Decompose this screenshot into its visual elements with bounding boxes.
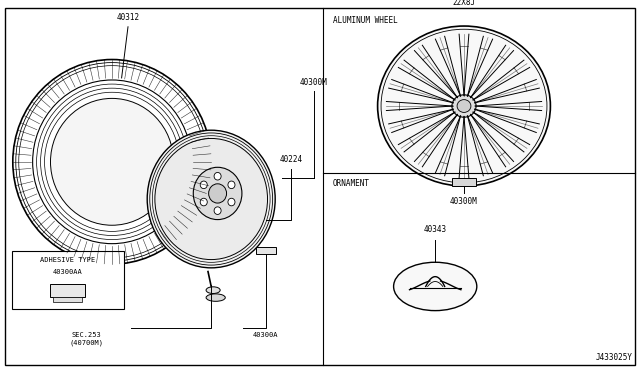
Text: 40300A: 40300A <box>253 332 278 338</box>
Ellipse shape <box>209 184 227 203</box>
Ellipse shape <box>193 167 242 219</box>
Text: SEC.253: SEC.253 <box>72 332 101 338</box>
Text: 40312: 40312 <box>116 13 140 22</box>
Bar <box>452 178 476 186</box>
Bar <box>256 247 276 254</box>
Ellipse shape <box>155 138 268 260</box>
Text: ORNAMENT: ORNAMENT <box>333 179 370 187</box>
Ellipse shape <box>200 198 207 206</box>
Ellipse shape <box>206 294 225 301</box>
Ellipse shape <box>214 173 221 180</box>
Ellipse shape <box>51 98 173 225</box>
Ellipse shape <box>228 198 235 206</box>
Ellipse shape <box>378 26 550 186</box>
Text: 40300M: 40300M <box>450 197 478 206</box>
Text: J433025Y: J433025Y <box>595 353 632 362</box>
Ellipse shape <box>228 181 235 189</box>
Bar <box>53 298 82 302</box>
Ellipse shape <box>214 207 221 214</box>
Ellipse shape <box>200 181 207 189</box>
Text: 40343: 40343 <box>424 225 447 234</box>
Ellipse shape <box>452 95 476 117</box>
Text: ALUMINUM WHEEL: ALUMINUM WHEEL <box>333 16 397 25</box>
Ellipse shape <box>457 100 471 112</box>
Text: 40300M: 40300M <box>300 78 328 87</box>
Ellipse shape <box>33 80 191 244</box>
Ellipse shape <box>206 287 220 294</box>
Text: ADHESIVE TYPE: ADHESIVE TYPE <box>40 257 95 263</box>
Text: 40224: 40224 <box>280 155 303 164</box>
Text: 22X8J: 22X8J <box>452 0 476 7</box>
Bar <box>12 251 124 309</box>
Text: 40300AA: 40300AA <box>52 269 83 275</box>
Circle shape <box>394 262 477 311</box>
Bar <box>50 284 85 298</box>
Text: (40700M): (40700M) <box>69 339 104 346</box>
Ellipse shape <box>147 130 275 268</box>
